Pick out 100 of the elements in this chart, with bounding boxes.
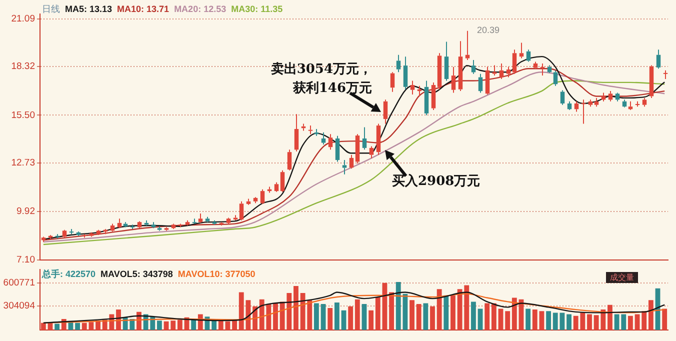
- candlestick: [431, 82, 436, 111]
- candlestick: [540, 62, 545, 76]
- text: 总手: 422570: [42, 269, 96, 279]
- candlestick: [192, 218, 197, 224]
- bar: [389, 292, 394, 330]
- bar: [348, 306, 354, 330]
- candlestick: [499, 62, 504, 80]
- bar: [410, 300, 414, 330]
- text: MA20: 12.53: [174, 4, 226, 14]
- bar: [334, 302, 340, 330]
- candlestick: [567, 100, 572, 111]
- bar: [430, 306, 435, 330]
- bar: [628, 316, 633, 330]
- candlestick: [656, 49, 661, 70]
- y-tick-label: 600771: [3, 277, 35, 288]
- bar: [566, 314, 572, 330]
- bar: [320, 304, 326, 330]
- candlestick: [512, 49, 517, 74]
- bar: [40, 322, 46, 330]
- bar: [526, 308, 531, 330]
- candlestick: [369, 146, 374, 159]
- candlestick: [390, 72, 395, 92]
- candlestick: [151, 222, 156, 229]
- bar: [157, 320, 162, 330]
- candlestick: [253, 196, 258, 204]
- candlestick: [110, 223, 115, 232]
- bar: [375, 296, 380, 330]
- candlestick: [444, 41, 449, 82]
- candlestick: [274, 182, 279, 192]
- bar: [177, 320, 182, 330]
- annotation: 20.39: [477, 25, 500, 35]
- candlestick: [76, 231, 81, 236]
- candlestick: [130, 224, 135, 230]
- candlestick: [622, 99, 627, 108]
- candlestick: [574, 100, 579, 112]
- candlestick: [335, 135, 340, 162]
- y-tick-label: 15.50: [11, 110, 35, 121]
- candlestick: [581, 99, 586, 124]
- text: MAVOL5: 343798: [100, 269, 173, 279]
- candlestick: [628, 100, 633, 111]
- bar: [662, 308, 668, 330]
- candlestick: [246, 198, 251, 206]
- candlestick: [553, 70, 558, 86]
- bar: [116, 310, 121, 330]
- bar: [368, 310, 374, 330]
- bar: [484, 303, 490, 330]
- candlestick: [185, 220, 190, 226]
- bar: [532, 310, 538, 330]
- candlestick: [451, 66, 456, 94]
- candlestick: [260, 188, 265, 204]
- candlestick: [82, 234, 87, 238]
- candlestick: [219, 222, 224, 226]
- candlestick: [410, 80, 415, 96]
- chart-title: 日线: [42, 4, 60, 14]
- candlestick: [376, 123, 381, 156]
- candlestick: [396, 54, 401, 73]
- bar: [436, 289, 442, 330]
- candlestick: [308, 125, 313, 135]
- text: MAVOL10: 377050: [178, 269, 256, 279]
- candlestick: [594, 97, 599, 108]
- bar: [587, 314, 592, 330]
- bar: [450, 295, 456, 330]
- candlestick: [635, 100, 640, 108]
- candlestick: [137, 220, 142, 229]
- candlestick: [560, 90, 565, 106]
- annotation: 成交量: [606, 272, 638, 283]
- bar: [444, 295, 449, 330]
- candlestick: [465, 30, 470, 61]
- y-tick-label: 21.09: [11, 13, 35, 24]
- candlestick: [424, 80, 429, 116]
- candlestick: [287, 149, 292, 171]
- bar: [232, 320, 237, 330]
- candlestick: [239, 200, 244, 221]
- bar: [354, 299, 360, 330]
- candlestick: [198, 212, 203, 224]
- candlestick: [349, 154, 354, 170]
- bar: [423, 303, 428, 330]
- candlestick: [437, 52, 442, 90]
- bar: [170, 320, 176, 330]
- candlestick: [55, 234, 60, 239]
- bar: [498, 308, 504, 330]
- bar: [164, 321, 169, 330]
- text: MA5: 13.13: [65, 4, 112, 14]
- bar: [328, 308, 333, 330]
- candlestick: [383, 99, 388, 124]
- candlestick: [547, 64, 552, 74]
- candlestick: [355, 134, 360, 164]
- bar: [416, 304, 422, 330]
- candlestick: [342, 160, 347, 175]
- candlestick: [663, 70, 668, 80]
- annotation: 买入2908万元: [392, 172, 480, 191]
- candlestick: [649, 64, 654, 98]
- y-tick-label: 9.92: [16, 206, 35, 218]
- y-tick-label: 18.32: [11, 61, 35, 72]
- candlestick: [492, 64, 497, 76]
- bar: [648, 300, 654, 330]
- candlestick: [526, 49, 531, 62]
- candlestick: [608, 90, 613, 102]
- bar: [273, 303, 278, 330]
- bar: [362, 304, 367, 330]
